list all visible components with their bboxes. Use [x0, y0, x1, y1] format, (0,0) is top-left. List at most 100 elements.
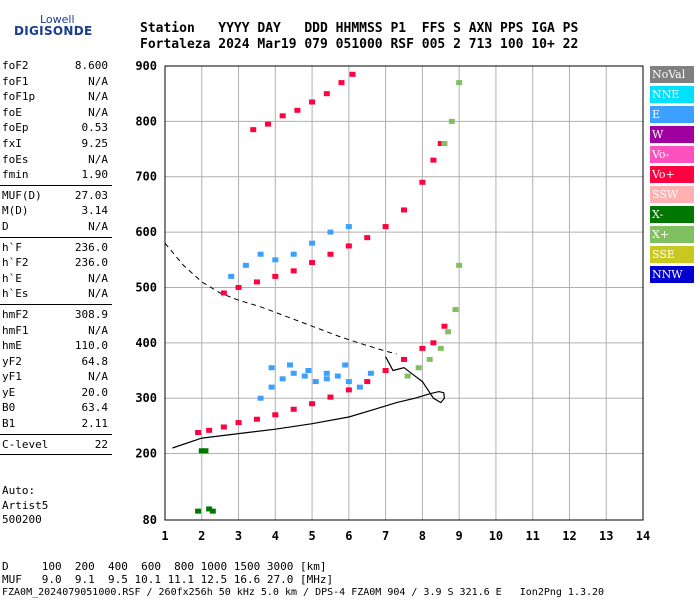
param-row: h`F2 236.0	[0, 255, 112, 271]
param-value: 64.8	[81, 354, 109, 368]
echo-point	[312, 379, 319, 385]
x-tick-label: 1	[161, 529, 168, 543]
param-divider	[0, 184, 112, 186]
echo-point	[349, 71, 356, 77]
legend-item: X-	[650, 206, 694, 223]
legend-item: E	[650, 106, 694, 123]
x-tick-label: 10	[489, 529, 503, 543]
legend-item: SSW	[650, 186, 694, 203]
param-divider	[0, 454, 112, 456]
param-value: N/A	[88, 90, 108, 104]
y-tick-label: 500	[135, 280, 157, 294]
echo-point	[367, 370, 374, 376]
param-row: h`Es N/A	[0, 286, 112, 302]
echo-point	[456, 262, 463, 268]
x-tick-label: 9	[456, 529, 463, 543]
param-label: h`F	[2, 240, 22, 254]
echo-point	[290, 251, 297, 257]
param-value: N/A	[88, 105, 108, 119]
y-tick-label: 80	[143, 513, 157, 527]
x-tick-label: 4	[272, 529, 279, 543]
param-value: 63.4	[81, 401, 109, 415]
echo-point	[228, 273, 235, 279]
x-tick-label: 6	[345, 529, 352, 543]
param-value: N/A	[88, 74, 108, 88]
echo-point	[294, 107, 301, 113]
footer-distance: D 100 200 400 600 800 1000 1500 3000 [km…	[2, 560, 327, 573]
logo-lowell: Lowell	[40, 13, 75, 26]
param-value: 27.03	[74, 188, 108, 202]
echo-point	[253, 279, 260, 285]
echo-point	[364, 379, 371, 385]
echo-point	[441, 323, 448, 329]
param-value: N/A	[88, 370, 108, 384]
param-row: foF2 8.600	[0, 58, 112, 74]
echo-point	[430, 157, 437, 163]
echo-point	[257, 251, 264, 257]
echo-point	[209, 508, 216, 514]
param-value: 22	[94, 437, 108, 451]
echo-point	[404, 373, 411, 379]
echo-point	[382, 368, 389, 374]
echo-point	[445, 329, 452, 335]
param-label: B1	[2, 417, 16, 431]
echo-point	[437, 141, 444, 147]
echo-point	[345, 224, 352, 230]
echo-point	[250, 127, 257, 133]
echo-point	[323, 370, 330, 376]
echo-point	[301, 373, 308, 379]
x-tick-label: 11	[525, 529, 539, 543]
param-label: MUF(D)	[2, 188, 42, 202]
x-tick-label: 13	[599, 529, 613, 543]
echo-point	[290, 406, 297, 412]
param-divider	[0, 433, 112, 435]
param-value: N/A	[88, 287, 108, 301]
param-label: D	[2, 219, 9, 233]
param-value: N/A	[88, 323, 108, 337]
param-label: yF2	[2, 354, 22, 368]
echo-point	[327, 229, 334, 235]
echo-point	[206, 427, 213, 433]
param-label: foE	[2, 105, 22, 119]
param-row: foEp 0.53	[0, 120, 112, 136]
y-tick-label: 700	[135, 170, 157, 184]
param-value: 20.0	[81, 385, 109, 399]
param-label: fmin	[2, 168, 29, 182]
echo-point	[272, 257, 279, 263]
dashed-profile-curve	[164, 242, 397, 355]
echo-point	[309, 99, 316, 105]
auto-program: Artist5	[2, 498, 49, 512]
param-label: hmF2	[2, 307, 29, 321]
param-label: fxI	[2, 136, 22, 150]
param-row: yE 20.0	[0, 385, 112, 401]
legend-item: Vo-	[650, 146, 694, 163]
echo-point	[257, 395, 264, 401]
param-row: hmF1 N/A	[0, 323, 112, 339]
legend: NoVal NNE E W Vo- Vo+ SSW X- X+ SSE NNW	[650, 66, 694, 286]
param-label: hmE	[2, 339, 22, 353]
param-row: hmF2 308.9	[0, 307, 112, 323]
echo-point	[338, 80, 345, 86]
echo-point	[290, 370, 297, 376]
echo-point	[235, 420, 242, 426]
echo-point	[323, 91, 330, 97]
plot-frame	[164, 65, 644, 521]
param-label: h`E	[2, 271, 22, 285]
echo-point	[309, 260, 316, 266]
echo-point	[401, 356, 407, 362]
param-divider	[0, 303, 112, 305]
echo-point	[345, 379, 352, 385]
echo-point	[195, 430, 202, 436]
param-value: 308.9	[74, 307, 108, 321]
echo-point	[272, 273, 279, 279]
x-tick-label: 8	[419, 529, 426, 543]
echo-point	[356, 384, 363, 390]
logo-digisonde: DIGISONDE	[14, 24, 93, 38]
legend-item: NNW	[650, 266, 694, 283]
autoscaling-info: Auto: Artist5 500200	[2, 484, 48, 528]
param-row: fxI 9.25	[0, 136, 112, 152]
param-value: N/A	[88, 152, 108, 166]
param-value: 236.0	[74, 240, 108, 254]
param-label: h`Es	[2, 287, 29, 301]
x-tick-label: 5	[308, 529, 315, 543]
